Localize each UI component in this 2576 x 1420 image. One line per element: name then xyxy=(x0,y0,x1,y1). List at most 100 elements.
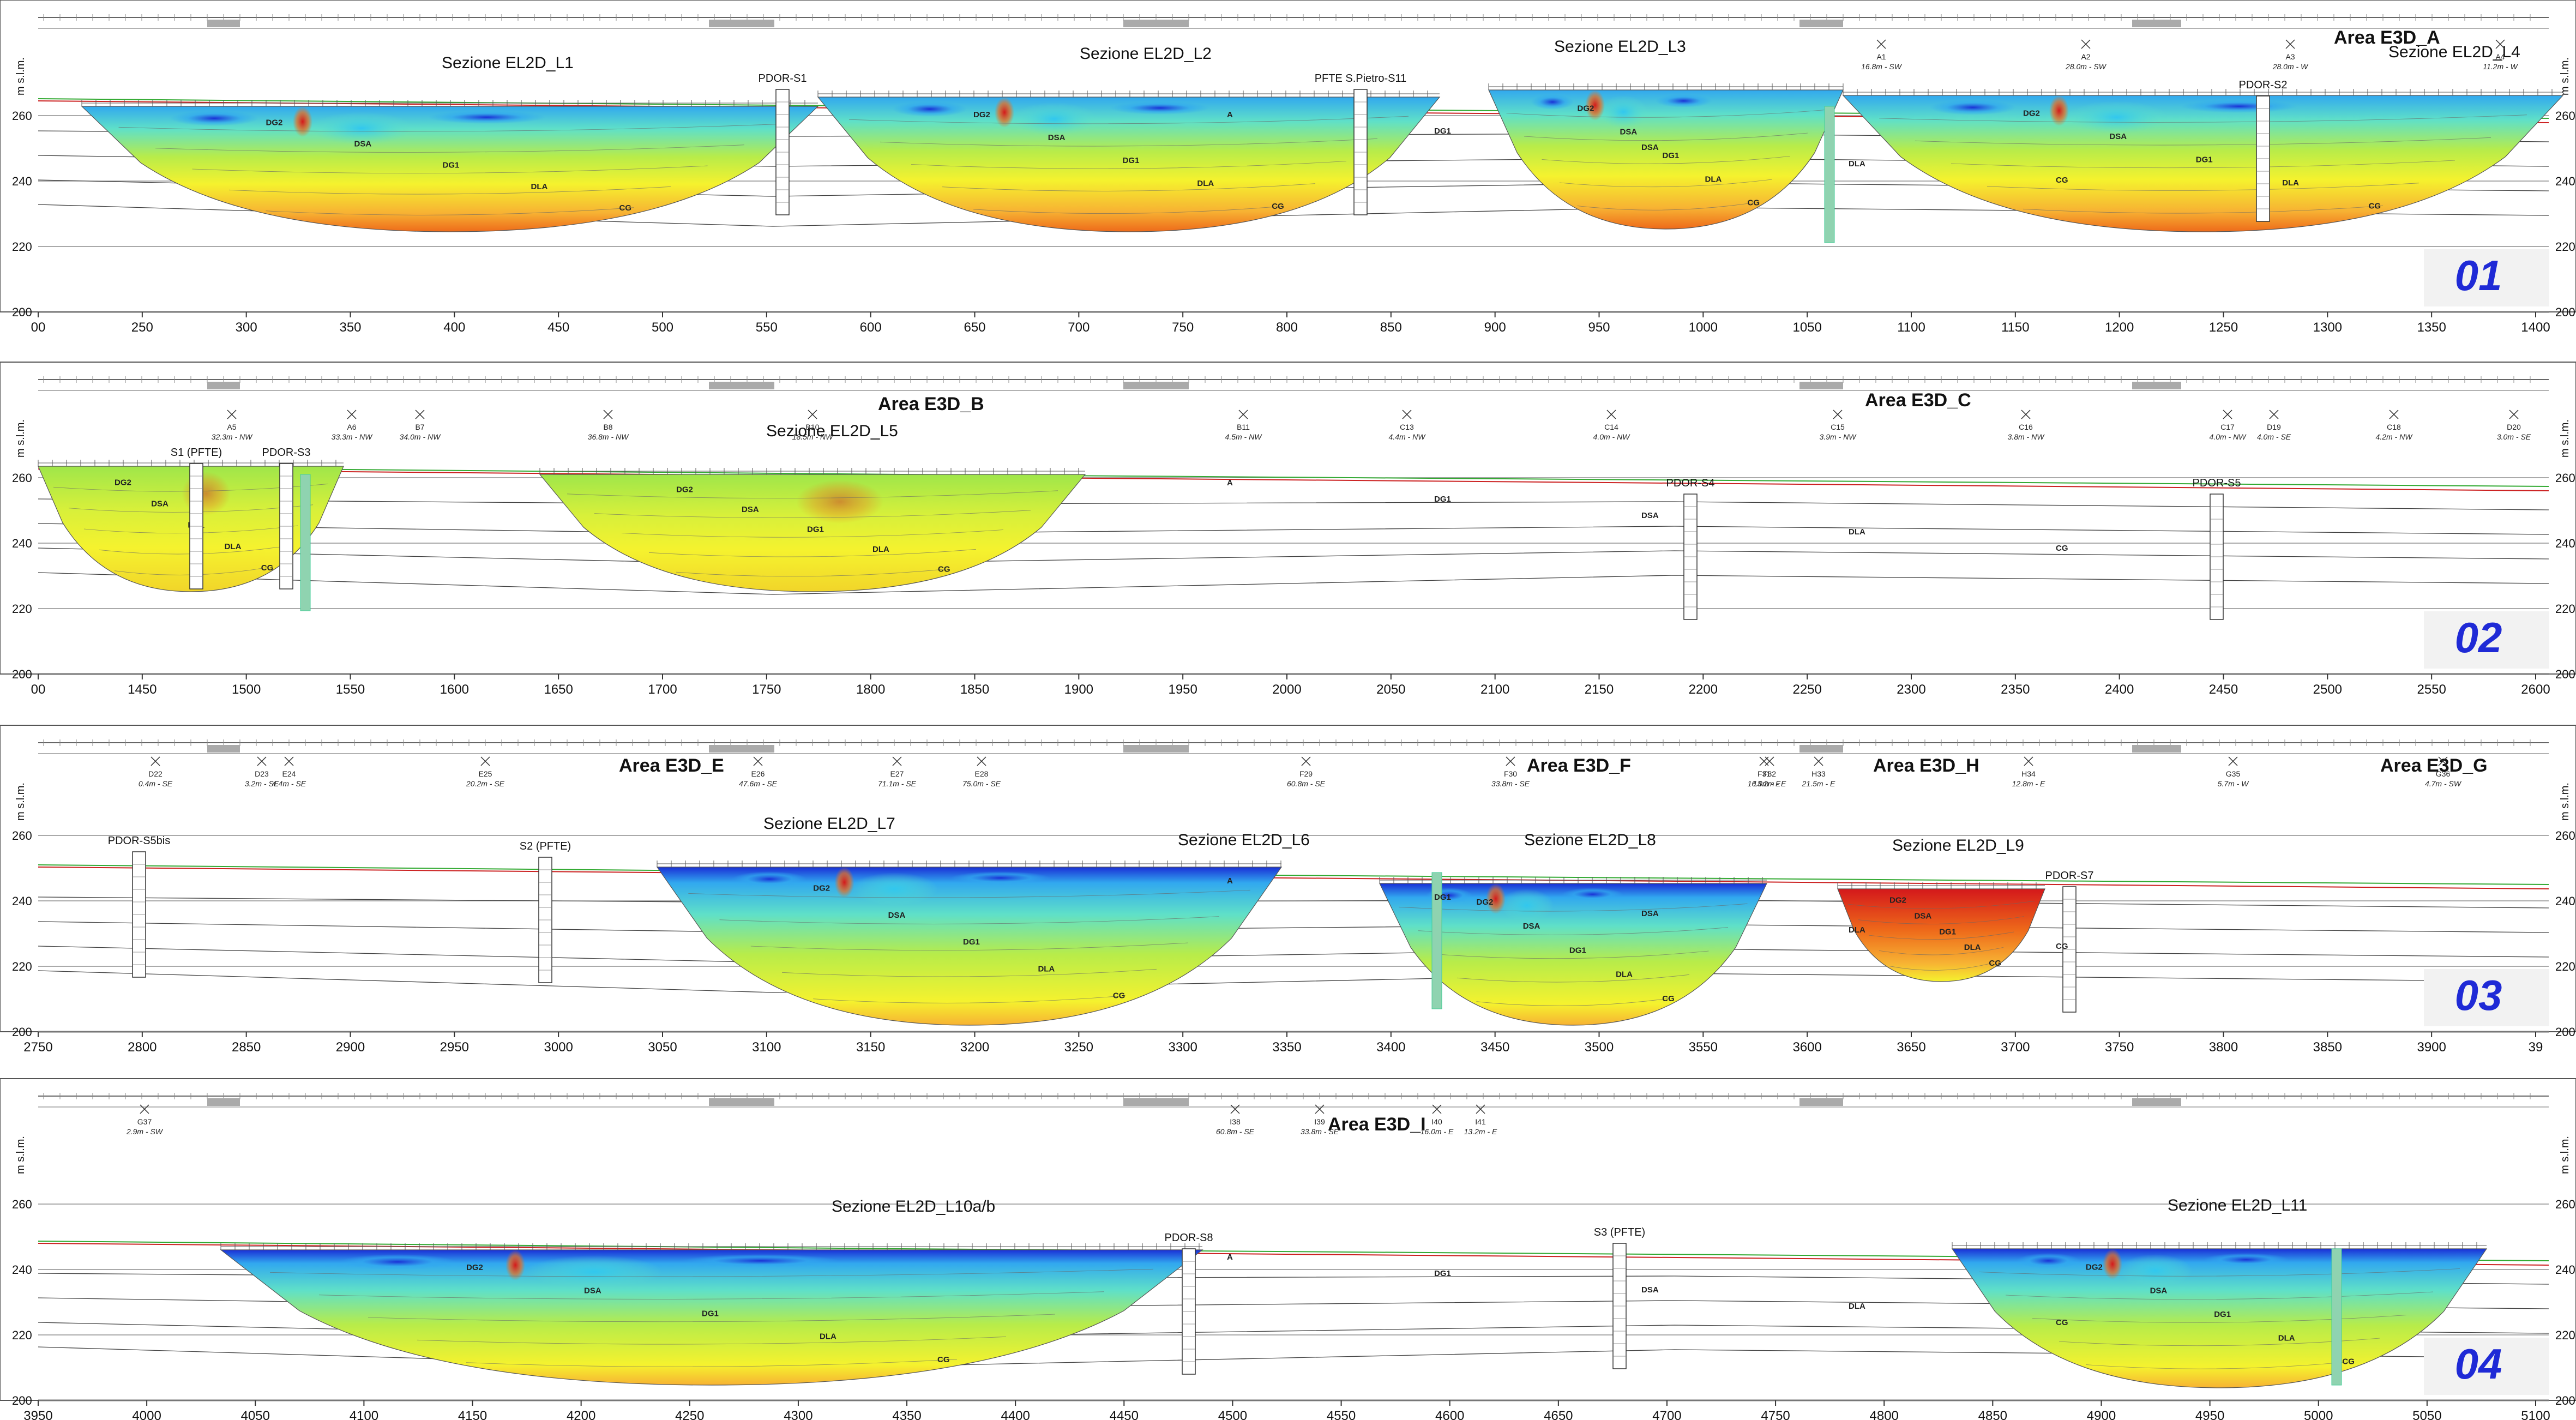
contour-line xyxy=(1559,179,1773,188)
x-tick-label: 1450 xyxy=(128,682,157,697)
x-tick-label: 4500 xyxy=(1218,1409,1247,1420)
x-tick-label: 1350 xyxy=(2417,320,2446,335)
cross-marker-icon xyxy=(2021,410,2031,419)
elevation-tick-left: 260 xyxy=(12,109,32,123)
contour-line xyxy=(781,968,1157,977)
geology-unit-label: DG1 xyxy=(1434,893,1451,902)
low-resistivity-anomaly xyxy=(1531,94,1574,110)
ruler-marker xyxy=(207,20,240,27)
cross-marker-icon xyxy=(2438,756,2448,766)
mid-resistivity-zone xyxy=(2066,101,2168,134)
x-tick-label: 300 xyxy=(236,320,257,335)
geology-unit-label: CG xyxy=(261,563,274,573)
survey-point-id: E24 xyxy=(282,769,296,778)
contour-line xyxy=(1506,110,1826,118)
elevation-tick-right: 220 xyxy=(2555,960,2575,973)
elevation-tick-right: 200 xyxy=(2555,1394,2575,1407)
ruler-marker xyxy=(2132,20,2181,27)
x-tick-label: 750 xyxy=(1172,320,1194,335)
cross-marker-icon xyxy=(1230,1104,1240,1114)
contour-line xyxy=(1879,115,2527,123)
geology-boundary xyxy=(38,498,2549,510)
mid-resistivity-zone xyxy=(310,112,413,145)
geology-unit-label: DG2 xyxy=(973,110,990,119)
elevation-tick-left: 220 xyxy=(12,960,32,973)
x-tick-label: 1900 xyxy=(1064,682,1093,697)
geology-unit-label: DG1 xyxy=(807,525,824,534)
geology-unit-label: DSA xyxy=(151,500,168,509)
low-resistivity-anomaly xyxy=(892,101,967,117)
ert-resistivity-fill xyxy=(656,867,1283,1026)
geology-boundary xyxy=(38,970,2549,993)
panel-number-box xyxy=(2424,1338,2549,1395)
survey-point-distance: 4.0m - SE xyxy=(2257,432,2291,441)
elevation-unit-left: m s.l.m. xyxy=(15,783,27,821)
survey-point-distance: 0.4m - SE xyxy=(139,779,173,788)
contour-line xyxy=(1437,950,1709,959)
geology-unit-label: DG1 xyxy=(1569,946,1586,955)
x-tick-label: 2600 xyxy=(2521,682,2550,697)
ruler-marker xyxy=(207,382,240,389)
x-tick-label: 3100 xyxy=(752,1040,781,1055)
contour-line xyxy=(118,123,781,132)
x-tick-label: 600 xyxy=(860,320,882,335)
x-tick-label: 3750 xyxy=(2105,1040,2134,1055)
x-tick-label: 2450 xyxy=(2209,682,2238,697)
elevation-tick-right: 240 xyxy=(2555,1263,2575,1277)
geology-unit-label: DG2 xyxy=(115,478,131,488)
cross-marker-icon xyxy=(1238,410,1248,419)
high-resistivity-anomaly xyxy=(796,480,883,524)
survey-point-id: B11 xyxy=(1237,423,1250,431)
survey-point-distance: 28.0m - W xyxy=(2272,62,2309,71)
mid-resistivity-zone xyxy=(850,873,938,905)
survey-point-distance: 60.8m - SE xyxy=(1216,1127,1255,1136)
survey-point-id: E28 xyxy=(975,769,989,778)
geology-unit-label: DG1 xyxy=(1939,927,1956,936)
geology-unit-label: CG xyxy=(2342,1357,2355,1367)
geology-unit-label: DSA xyxy=(1641,1285,1659,1295)
survey-point-distance: 71.1m - SE xyxy=(878,779,917,788)
geology-unit-label: DG2 xyxy=(813,884,830,893)
borehole: S3 (PFTE) xyxy=(1594,1226,1645,1369)
geology-unit-label: DG1 xyxy=(1663,151,1680,160)
contour-line xyxy=(1889,962,1994,971)
ruler-marker xyxy=(1123,745,1189,753)
borehole: PDOR-S5bis xyxy=(108,835,170,978)
survey-point-id: F31 xyxy=(1758,769,1771,778)
cross-marker-icon xyxy=(1814,756,1823,766)
x-tick-label: 800 xyxy=(1276,320,1298,335)
piezometer-column xyxy=(300,474,311,611)
contour-line xyxy=(155,145,745,153)
elevation-unit-left: m s.l.m. xyxy=(15,419,27,458)
section-label: Sezione EL2D_L10a/b xyxy=(832,1198,995,1216)
geology-unit-label: DSA xyxy=(888,911,906,920)
x-tick-label: 3350 xyxy=(1272,1040,1301,1055)
ert-resistivity-fill xyxy=(1842,95,2564,232)
survey-point-id: B10 xyxy=(806,423,820,431)
geology-unit-label: DSA xyxy=(2150,1286,2168,1296)
geology-unit-label: DLA xyxy=(820,1332,836,1341)
x-tick-label: 1300 xyxy=(2313,320,2342,335)
borehole-label: PDOR-S5 xyxy=(2193,477,2241,489)
survey-point-id: C15 xyxy=(1831,423,1845,431)
cross-marker-icon xyxy=(2081,39,2091,49)
geology-unit-label: DSA xyxy=(1523,922,1540,931)
ert-resistivity-fill xyxy=(817,97,1441,232)
cross-marker-icon xyxy=(347,410,357,419)
x-tick-label: 1700 xyxy=(648,682,677,697)
ert-section: DG2 DSA DG1 DLA CG xyxy=(1951,1242,2488,1388)
area-label: Area E3D_G xyxy=(2380,755,2488,776)
contour-line xyxy=(880,138,1378,147)
panel-number-box xyxy=(2424,249,2549,306)
ruler-marker xyxy=(1799,382,1843,389)
ground-line xyxy=(38,864,2549,885)
cross-marker-icon xyxy=(603,410,613,419)
ert-section: DG2 DSA DG1 DLA CG xyxy=(81,100,819,232)
cross-marker-icon xyxy=(2024,756,2033,766)
